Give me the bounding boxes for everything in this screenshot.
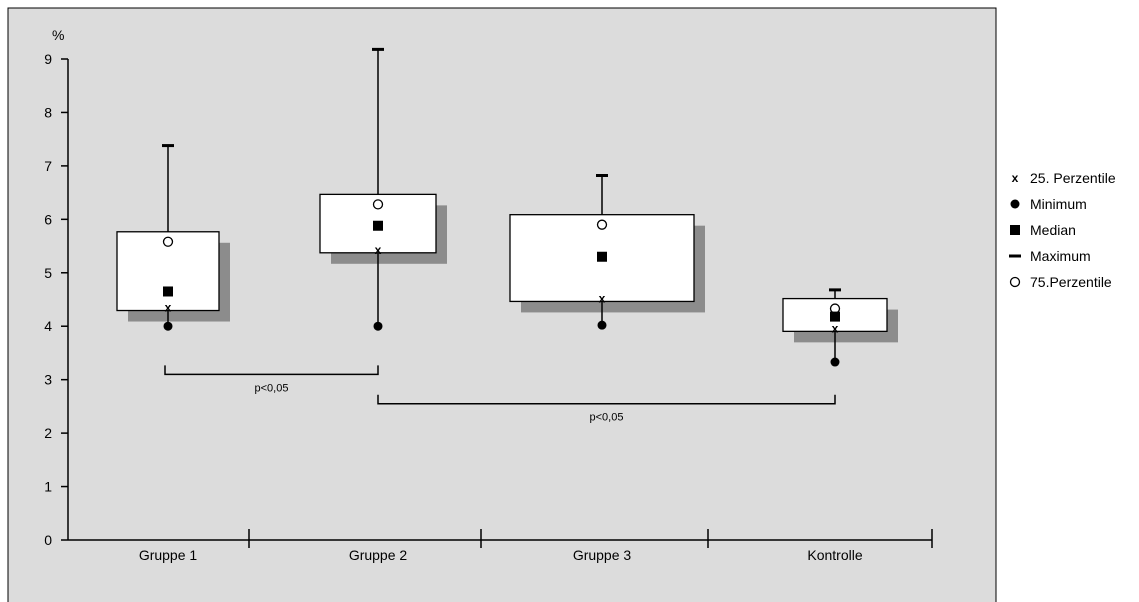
minimum-marker [373,321,383,331]
y-tick-label: 2 [44,425,52,441]
legend-label: 25. Perzentile [1030,170,1116,186]
median-marker [597,251,607,262]
legend-label: Minimum [1030,196,1087,212]
y-tick-label: 5 [44,265,52,281]
y-tick-label: 9 [44,51,52,67]
legend-symbol: x [1012,171,1019,185]
p25-marker: x [599,291,606,305]
legend-item: Maximum [1009,248,1091,264]
bracket-line [164,365,379,376]
p25-marker: x [832,321,839,335]
box-series: x x x x [116,47,898,367]
significance-bracket: p<0,05 [377,394,836,424]
y-tick-label: 8 [44,104,52,120]
legend-item: 75.Perzentile [1009,274,1112,290]
x-category-label: Gruppe 2 [349,547,408,563]
box-4: x [782,288,898,367]
y-tick-label: 3 [44,372,52,388]
y-tick-label: 0 [44,532,52,548]
y-axis-unit-label: % [52,27,64,43]
p25-marker: x [165,301,172,315]
legend-label: 75.Perzentile [1030,274,1112,290]
legend-symbol [1010,199,1020,209]
legend-item: Median [1010,222,1076,238]
p75-marker [372,199,384,210]
minimum-marker [830,357,840,367]
legend-label: Maximum [1030,248,1091,264]
axes: 0 1 2 3 4 5 6 7 8 9 Gruppe 1 Gruppe 2 Gruppe 3 Kontro… [44,51,933,563]
box-1: x [116,144,230,331]
median-marker [830,311,840,322]
p75-marker [162,236,174,247]
significance-brackets: p<0,05 p<0,05 [164,365,836,424]
x-category-label: Gruppe 1 [139,547,198,563]
y-tick-label: 6 [44,211,52,227]
x-category-label: Gruppe 3 [573,547,632,563]
legend-symbol [1009,276,1021,288]
y-tick-label: 1 [44,479,52,495]
legend-label: Median [1030,222,1076,238]
median-marker [373,220,383,231]
legend-item: x 25. Perzentile [1012,170,1116,186]
legend-item: Minimum [1010,196,1087,212]
legend-symbol [1010,225,1020,235]
p75-marker [596,219,608,230]
minimum-marker [597,320,607,330]
median-marker [163,286,173,297]
x-category-label: Kontrolle [807,547,862,563]
p25-marker: x [375,243,382,257]
bracket-line [377,394,836,405]
box-3: x [509,174,705,330]
minimum-marker [163,321,173,331]
y-tick-label: 4 [44,318,52,334]
significance-bracket: p<0,05 [164,365,379,394]
legend: x 25. Perzentile Minimum Median Maximum 75.Pe… [1009,170,1116,290]
significance-label: p<0,05 [255,382,289,394]
significance-label: p<0,05 [590,412,624,424]
y-tick-label: 7 [44,158,52,174]
box-2: x [319,47,447,331]
